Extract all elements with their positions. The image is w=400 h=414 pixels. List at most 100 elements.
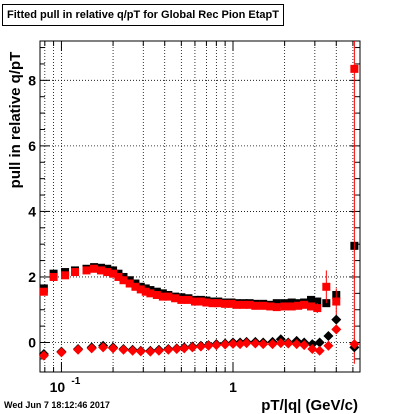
- data-point-diamond: [307, 344, 318, 355]
- data-point-square: [141, 287, 150, 296]
- data-point-square: [103, 268, 112, 277]
- axes: [39, 40, 361, 373]
- grid-lines: [40, 41, 360, 372]
- data-point-square: [307, 302, 316, 311]
- data-point-square: [313, 304, 322, 313]
- data-point-square: [82, 266, 91, 275]
- data-point-square: [245, 300, 254, 309]
- x-tick-exponent: -1: [71, 376, 80, 387]
- data-point-square: [184, 295, 193, 304]
- data-point-diamond: [258, 339, 269, 350]
- data-point-square: [114, 272, 123, 281]
- data-point-square: [158, 292, 167, 301]
- data-point-diamond: [179, 343, 190, 354]
- data-point-diamond: [187, 342, 198, 353]
- data-point-square: [272, 303, 281, 312]
- x-axis-label: pT/|q| (GeV/c): [261, 397, 358, 414]
- data-point-square: [171, 294, 180, 303]
- data-markers: [38, 41, 360, 364]
- data-point-diamond: [56, 347, 67, 358]
- data-point-diamond: [283, 338, 294, 349]
- data-point-square: [251, 301, 260, 310]
- data-point-square: [146, 289, 155, 298]
- data-point-square: [177, 295, 186, 304]
- y-axis-label: pull in relative q/pT: [7, 52, 24, 189]
- data-point-diamond: [314, 337, 325, 348]
- data-point-diamond: [250, 338, 261, 349]
- data-point-diamond: [227, 338, 238, 349]
- data-point-diamond: [291, 339, 302, 350]
- data-point-square: [136, 285, 145, 294]
- data-point-square: [313, 297, 322, 306]
- plot-frame: [39, 40, 361, 373]
- data-point-square: [322, 282, 331, 291]
- data-point-diamond: [211, 340, 222, 351]
- data-point-diamond: [349, 339, 360, 350]
- data-point-diamond: [323, 330, 334, 341]
- data-point-square: [232, 300, 241, 309]
- chart-title: Fitted pull in relative q/pT for Global …: [2, 4, 284, 26]
- data-point-diamond: [118, 344, 129, 355]
- data-point-square: [221, 299, 230, 308]
- data-point-diamond: [323, 340, 334, 351]
- data-point-square: [259, 301, 268, 310]
- data-point-diamond: [86, 343, 97, 354]
- data-point-diamond: [135, 346, 146, 357]
- data-point-square: [266, 302, 275, 311]
- data-point-diamond: [331, 314, 342, 325]
- data-point-diamond: [331, 324, 342, 335]
- data-point-diamond: [195, 341, 206, 352]
- data-point-square: [202, 298, 211, 307]
- data-point-square: [90, 264, 99, 273]
- data-point-square: [214, 299, 223, 308]
- data-point-square: [280, 302, 289, 311]
- y-tick-label: 6: [28, 138, 36, 154]
- timestamp: Wed Jun 7 18:12:46 2017: [4, 400, 110, 410]
- data-point-square: [164, 292, 173, 301]
- data-point-square: [287, 302, 296, 311]
- data-point-square: [152, 290, 161, 299]
- data-point-diamond: [127, 345, 138, 356]
- x-tick-label: 1: [229, 379, 237, 395]
- data-point-square: [239, 300, 248, 309]
- data-point-diamond: [108, 343, 119, 354]
- data-point-diamond: [171, 344, 182, 355]
- data-point-diamond: [38, 350, 49, 361]
- data-point-diamond: [153, 345, 164, 356]
- data-point-square: [49, 272, 58, 281]
- data-point-diamond: [73, 344, 84, 355]
- y-tick-label: 8: [28, 72, 36, 88]
- data-point-diamond: [241, 338, 252, 349]
- y-tick-label: 2: [28, 269, 36, 285]
- data-point-square: [109, 269, 118, 278]
- data-point-diamond: [98, 342, 109, 353]
- data-point-square: [71, 268, 80, 277]
- data-point-diamond: [235, 339, 246, 350]
- data-point-diamond: [299, 340, 310, 351]
- data-point-square: [350, 64, 359, 73]
- data-point-square: [125, 279, 134, 288]
- data-point-diamond: [314, 345, 325, 356]
- x-tick-label: 10: [50, 379, 66, 395]
- data-point-square: [190, 297, 199, 306]
- data-point-square: [294, 301, 303, 310]
- tick-labels: 0 2 4 6 8 10 -1 1: [28, 72, 237, 395]
- data-point-diamond: [163, 344, 174, 355]
- data-point-square: [61, 271, 70, 280]
- data-point-square: [196, 297, 205, 306]
- data-point-square: [332, 297, 341, 306]
- data-point-square: [208, 299, 217, 308]
- data-point-diamond: [275, 338, 286, 349]
- data-point-diamond: [203, 340, 214, 351]
- data-point-square: [39, 287, 48, 296]
- data-point-diamond: [220, 339, 231, 350]
- data-point-square: [119, 276, 128, 285]
- data-point-square: [227, 299, 236, 308]
- data-point-square: [307, 295, 316, 304]
- data-point-diamond: [267, 339, 278, 350]
- y-tick-label: 0: [28, 335, 36, 351]
- data-point-diamond: [145, 346, 156, 357]
- data-point-square: [96, 266, 105, 275]
- data-point-square: [300, 300, 309, 309]
